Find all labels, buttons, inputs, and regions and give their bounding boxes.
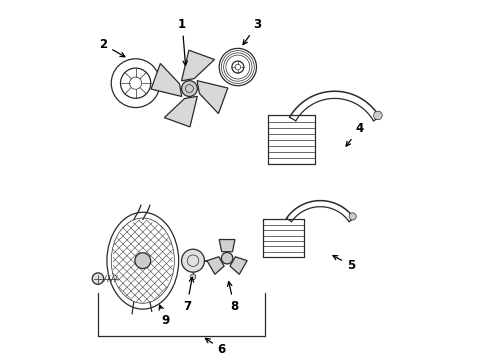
Circle shape [181, 249, 204, 272]
Text: 1: 1 [178, 18, 187, 66]
Circle shape [221, 252, 233, 264]
Text: 2: 2 [99, 38, 125, 57]
Circle shape [349, 213, 356, 220]
Polygon shape [230, 257, 247, 274]
Circle shape [92, 273, 104, 284]
Text: 9: 9 [159, 305, 170, 327]
Polygon shape [164, 96, 197, 127]
Text: 3: 3 [243, 18, 262, 45]
Text: 4: 4 [346, 122, 364, 146]
Circle shape [181, 81, 197, 96]
Text: 5: 5 [333, 256, 355, 272]
Text: 8: 8 [227, 282, 238, 313]
Polygon shape [151, 63, 182, 96]
Polygon shape [219, 239, 235, 252]
Text: 6: 6 [205, 338, 226, 356]
Polygon shape [197, 81, 228, 114]
Polygon shape [207, 257, 224, 274]
Circle shape [135, 253, 151, 269]
Circle shape [373, 111, 382, 120]
Text: 7: 7 [183, 277, 194, 313]
Polygon shape [181, 50, 215, 81]
Circle shape [190, 274, 196, 280]
